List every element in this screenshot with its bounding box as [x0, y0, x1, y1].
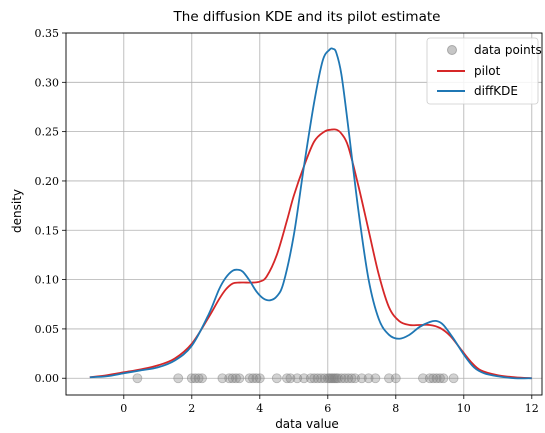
y-tick-label: 0.15 [35, 224, 60, 237]
data-point [428, 373, 439, 384]
x-tick-label: 8 [392, 402, 399, 415]
data-point [431, 373, 442, 384]
data-point [448, 373, 459, 384]
data-point [299, 373, 309, 384]
data-point [346, 373, 357, 384]
legend-label-diffkde: diffKDE [474, 84, 518, 98]
data-point [390, 373, 401, 384]
x-tick-label: 2 [188, 402, 195, 415]
ticks: 0 2 4 6 8 10 12 0.00 0.05 0.10 0.15 0.20 0.25 0.30 0.3… [35, 27, 539, 415]
data-point [316, 373, 326, 384]
data-point [424, 373, 435, 384]
data-point [336, 373, 347, 384]
data-point [132, 373, 143, 384]
legend-label-pilot: pilot [474, 64, 501, 78]
data-point [173, 373, 184, 384]
y-tick-label: 0.00 [35, 372, 60, 385]
data-point [197, 373, 207, 384]
y-tick-label: 0.25 [35, 126, 60, 139]
legend-label-data-points: data points [474, 43, 542, 57]
x-tick-label: 10 [457, 402, 471, 415]
data-point [254, 373, 265, 384]
data-point [356, 373, 367, 384]
x-axis-label: data value [275, 417, 339, 431]
data-point [248, 373, 258, 384]
data-point [231, 373, 241, 384]
x-tick-label: 4 [256, 402, 263, 415]
data-point [224, 373, 235, 384]
data-point [305, 373, 316, 384]
y-axis-label: density [10, 189, 24, 233]
y-tick-label: 0.30 [35, 76, 60, 89]
data-point [186, 373, 197, 384]
data-point [244, 373, 255, 384]
data-point [271, 373, 282, 384]
data-point [363, 373, 374, 384]
data-point [309, 373, 320, 384]
x-tick-label: 6 [324, 402, 331, 415]
data-point [384, 373, 394, 384]
data-point [285, 373, 296, 384]
series-line-diffkde [89, 47, 532, 380]
y-tick-label: 0.20 [35, 175, 60, 188]
data-points [132, 373, 459, 384]
y-tick-label: 0.10 [35, 274, 60, 287]
data-point [319, 373, 330, 384]
x-tick-label: 0 [120, 402, 127, 415]
data-point [227, 373, 238, 384]
data-point [190, 373, 201, 384]
series-lines [89, 47, 532, 380]
chart-title: The diffusion KDE and its pilot estimate [173, 9, 441, 25]
data-point [343, 373, 354, 384]
data-point [418, 373, 428, 384]
legend-box [426, 37, 539, 105]
plot-area [65, 32, 543, 396]
data-point [251, 373, 262, 384]
data-point [438, 373, 449, 384]
x-tick-label: 12 [525, 402, 539, 415]
data-point [193, 373, 204, 384]
data-point [435, 373, 445, 384]
data-point [339, 373, 350, 384]
data-point [370, 373, 381, 384]
y-tick-label: 0.35 [35, 27, 60, 40]
data-point [312, 373, 323, 384]
plot-frame [65, 32, 543, 396]
data-point [282, 373, 292, 384]
data-point [234, 373, 245, 384]
data-point [292, 373, 303, 384]
series-line-pilot [89, 128, 532, 380]
legend: data points pilot diffKDE [426, 37, 542, 105]
y-tick-label: 0.05 [35, 323, 60, 336]
legend-marker-data-points [447, 45, 457, 55]
data-point [333, 373, 343, 384]
data-point [217, 373, 228, 384]
data-point [350, 373, 360, 384]
